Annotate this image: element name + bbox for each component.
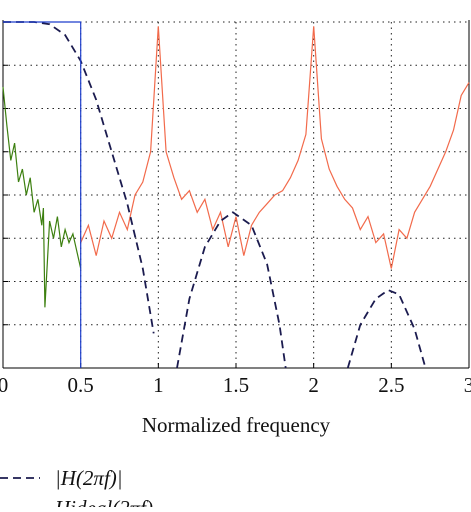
x-tick-label: 1.5 xyxy=(223,373,249,397)
x-axis-label: Normalized frequency xyxy=(142,413,331,437)
series-line xyxy=(2,86,82,308)
x-tick-label: 3 xyxy=(464,373,471,397)
x-tick-label: 0 xyxy=(0,373,8,397)
x-tick-label: 1 xyxy=(153,373,164,397)
series-line xyxy=(3,21,82,368)
series-line xyxy=(3,21,427,369)
x-tick-label: 2.5 xyxy=(378,373,404,397)
x-tick-label: 2 xyxy=(308,373,319,397)
x-tick-label: 0.5 xyxy=(68,373,94,397)
legend-label: Hideal(2πf) xyxy=(54,496,153,507)
legend-label: |H(2πf)| xyxy=(55,466,123,490)
plot-area xyxy=(2,21,470,369)
series-line xyxy=(80,26,470,269)
